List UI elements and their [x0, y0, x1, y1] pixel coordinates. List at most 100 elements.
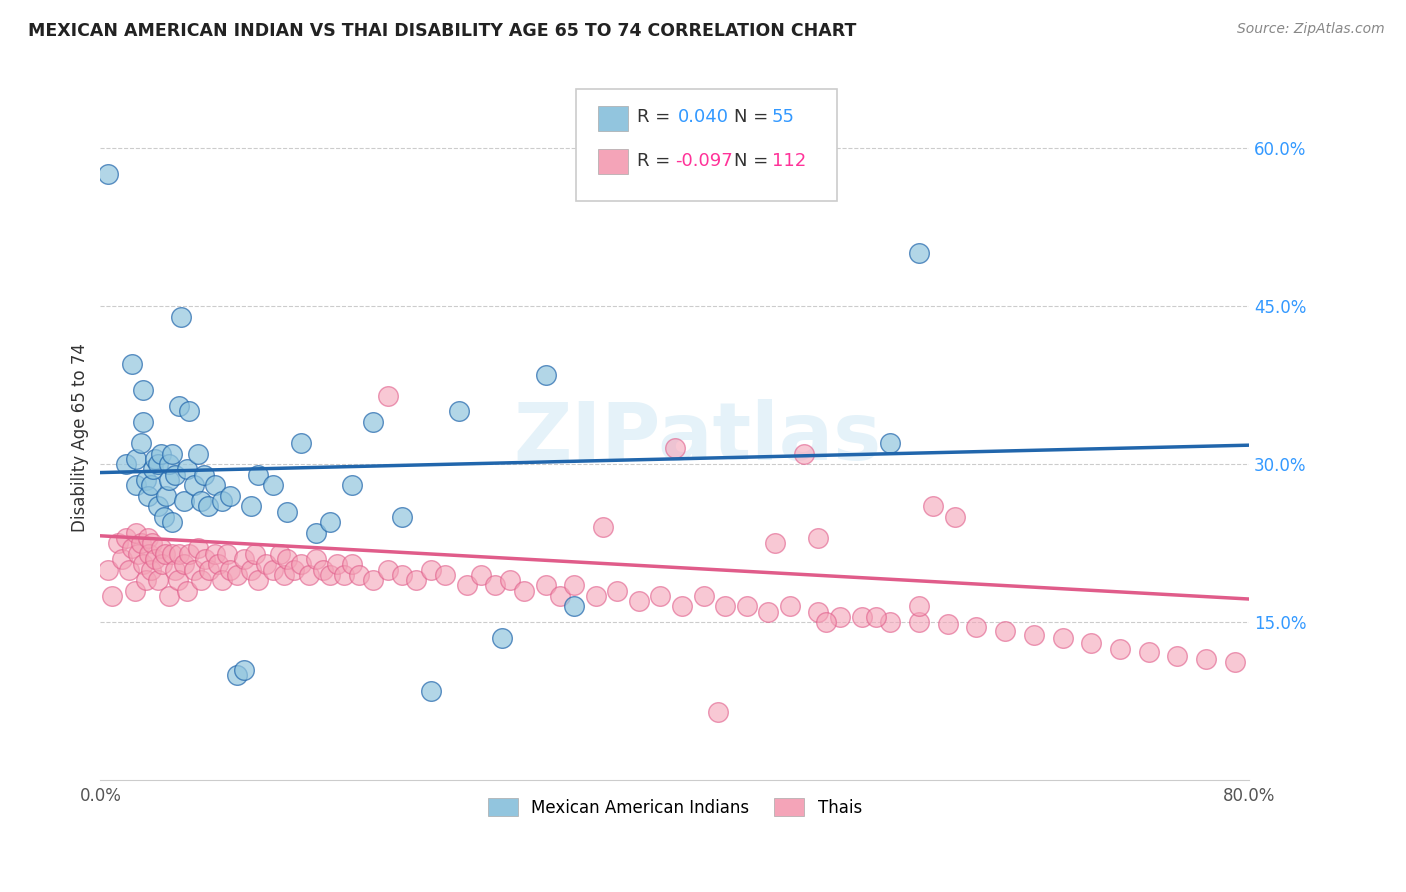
Point: [779, 599, 801, 614]
Point: [756, 605, 779, 619]
Text: ZIPatlas: ZIPatlas: [513, 399, 882, 477]
Point: [456, 578, 478, 592]
Point: [319, 567, 342, 582]
Point: [157, 457, 180, 471]
Point: [247, 467, 270, 482]
Point: [548, 589, 571, 603]
Point: [994, 624, 1017, 638]
Point: [908, 615, 931, 630]
Point: [851, 610, 873, 624]
Point: [135, 473, 157, 487]
Point: [157, 473, 180, 487]
Point: [176, 583, 198, 598]
Text: 55: 55: [772, 108, 794, 126]
Point: [233, 552, 256, 566]
Point: [207, 558, 229, 572]
Point: [218, 562, 240, 576]
Point: [326, 558, 349, 572]
Point: [269, 547, 291, 561]
Point: [664, 442, 686, 456]
Point: [160, 547, 183, 561]
Point: [1137, 645, 1160, 659]
Point: [254, 558, 277, 572]
Text: 112: 112: [772, 152, 806, 169]
Point: [1166, 648, 1188, 663]
Point: [340, 558, 363, 572]
Point: [204, 547, 226, 561]
Point: [187, 541, 209, 556]
Point: [173, 558, 195, 572]
Point: [240, 500, 263, 514]
Point: [136, 531, 159, 545]
Point: [534, 578, 557, 592]
Point: [491, 631, 513, 645]
Point: [169, 399, 191, 413]
Point: [922, 500, 945, 514]
Point: [419, 562, 441, 576]
Point: [190, 573, 212, 587]
Point: [233, 663, 256, 677]
Point: [671, 599, 693, 614]
Point: [1195, 652, 1218, 666]
Point: [534, 368, 557, 382]
Point: [650, 589, 672, 603]
Point: [377, 562, 399, 576]
Point: [125, 525, 148, 540]
Point: [143, 451, 166, 466]
Point: [240, 562, 263, 576]
Point: [143, 552, 166, 566]
Legend: Mexican American Indians, Thais: Mexican American Indians, Thais: [481, 791, 869, 823]
Point: [135, 573, 157, 587]
Point: [149, 447, 172, 461]
Point: [391, 567, 413, 582]
Text: 0.040: 0.040: [678, 108, 728, 126]
Point: [1109, 641, 1132, 656]
Point: [807, 531, 830, 545]
Point: [484, 578, 506, 592]
Point: [183, 478, 205, 492]
Point: [290, 436, 312, 450]
Point: [96, 167, 118, 181]
Point: [828, 610, 851, 624]
Point: [312, 562, 335, 576]
Point: [333, 567, 356, 582]
Point: [225, 668, 247, 682]
Point: [247, 573, 270, 587]
Point: [141, 536, 163, 550]
Point: [936, 617, 959, 632]
Point: [127, 547, 149, 561]
Point: [377, 389, 399, 403]
Point: [149, 541, 172, 556]
Point: [170, 310, 193, 324]
Point: [262, 562, 284, 576]
Point: [183, 562, 205, 576]
Point: [193, 467, 215, 482]
Point: [121, 541, 143, 556]
Point: [297, 567, 319, 582]
Point: [146, 500, 169, 514]
Point: [814, 615, 837, 630]
Point: [225, 567, 247, 582]
Point: [735, 599, 758, 614]
Point: [419, 683, 441, 698]
Point: [121, 357, 143, 371]
Point: [107, 536, 129, 550]
Text: -0.097: -0.097: [675, 152, 733, 169]
Point: [169, 547, 191, 561]
Point: [211, 573, 233, 587]
Point: [879, 436, 901, 450]
Point: [391, 509, 413, 524]
Point: [146, 573, 169, 587]
Text: R =: R =: [637, 108, 676, 126]
Point: [115, 531, 138, 545]
Text: Source: ZipAtlas.com: Source: ZipAtlas.com: [1237, 22, 1385, 37]
Point: [585, 589, 607, 603]
Point: [592, 520, 614, 534]
Point: [124, 583, 146, 598]
Point: [1223, 655, 1246, 669]
Point: [879, 615, 901, 630]
Point: [340, 478, 363, 492]
Point: [498, 573, 520, 587]
Point: [290, 558, 312, 572]
Point: [908, 246, 931, 260]
